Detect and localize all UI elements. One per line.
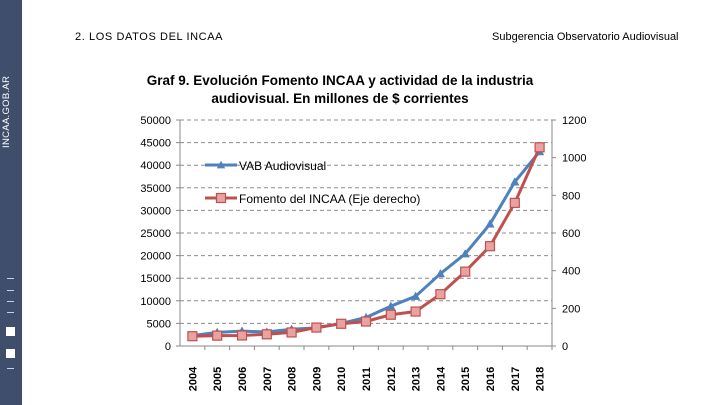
legend-label: Fomento del INCAA (Eje derecho) [239, 192, 420, 206]
y-right-tick-label: 800 [562, 190, 580, 202]
x-tick-label: 2011 [361, 367, 373, 391]
data-point [386, 301, 396, 310]
x-tick-label: 2013 [411, 367, 423, 391]
data-point [534, 142, 545, 153]
sidebar-tick [7, 278, 14, 279]
x-tick-label: 2017 [510, 367, 522, 391]
data-point [485, 219, 495, 228]
y-left-tick-label: 50000 [140, 115, 171, 127]
x-tick-label: 2015 [460, 367, 472, 391]
y-left-tick-label: 35000 [140, 183, 171, 195]
legend-swatch-marker [216, 160, 226, 169]
data-point [509, 197, 520, 208]
y-right-tick-label: 200 [562, 303, 580, 315]
data-point [360, 316, 372, 327]
department-label: Subgerencia Observatorio Audiovisual [492, 31, 679, 43]
y-left-tick-label: 0 [165, 341, 171, 353]
data-point [410, 306, 421, 317]
data-point [435, 289, 446, 300]
data-point [311, 322, 322, 333]
sidebar-tick [7, 301, 14, 302]
data-point [336, 318, 347, 329]
legend-label: VAB Audiovisual [239, 159, 326, 173]
data-point [435, 268, 446, 278]
sidebar-box [6, 349, 15, 358]
data-point [484, 241, 496, 252]
data-point [410, 291, 421, 300]
y-left-tick-label: 45000 [140, 138, 171, 150]
data-point [187, 331, 198, 342]
x-tick-label: 2008 [287, 367, 299, 391]
y-left-tick-label: 15000 [140, 273, 171, 285]
data-point [212, 330, 223, 341]
data-point [286, 327, 297, 338]
y-right-tick-label: 0 [562, 341, 568, 353]
x-tick-label: 2005 [212, 367, 224, 391]
section-title: 2. LOS DATOS DEL INCAA [75, 31, 224, 43]
y-right-tick-label: 600 [562, 228, 580, 240]
sidebar-tick [7, 368, 14, 369]
legend-swatch-marker [215, 192, 227, 204]
y-left-tick-label: 30000 [140, 205, 171, 217]
sidebar-box [6, 327, 15, 336]
x-tick-label: 2007 [262, 367, 274, 391]
data-point [460, 249, 470, 258]
data-point [236, 330, 248, 341]
y-left-tick-label: 20000 [140, 251, 171, 263]
x-tick-label: 2006 [237, 367, 249, 391]
x-tick-label: 2010 [336, 367, 348, 391]
x-tick-label: 2014 [435, 366, 447, 391]
y-right-tick-label: 1200 [562, 115, 586, 127]
y-left-tick-label: 40000 [140, 160, 171, 172]
y-left-tick-label: 25000 [140, 228, 171, 240]
x-tick-label: 2012 [386, 367, 398, 391]
sidebar-tick [7, 312, 14, 313]
chart-title-line: audiovisual. En millones de $ corrientes [211, 91, 468, 106]
y-right-tick-label: 1000 [562, 153, 586, 165]
data-point [385, 309, 396, 320]
data-point [261, 329, 272, 340]
y-left-tick-label: 5000 [147, 318, 171, 330]
chart-title-line: Graf 9. Evolución Fomento INCAA y activi… [147, 73, 534, 88]
data-point [460, 266, 471, 277]
x-tick-label: 2016 [485, 367, 497, 391]
sidebar: INCAA.GOB.AR [0, 0, 22, 405]
x-tick-label: 2009 [311, 367, 323, 391]
data-point [510, 177, 520, 186]
x-tick-label: 2004 [187, 366, 199, 391]
sidebar-tick [7, 290, 14, 291]
x-tick-label: 2018 [535, 367, 547, 391]
y-left-tick-label: 10000 [140, 296, 171, 308]
y-right-tick-label: 400 [562, 266, 580, 278]
